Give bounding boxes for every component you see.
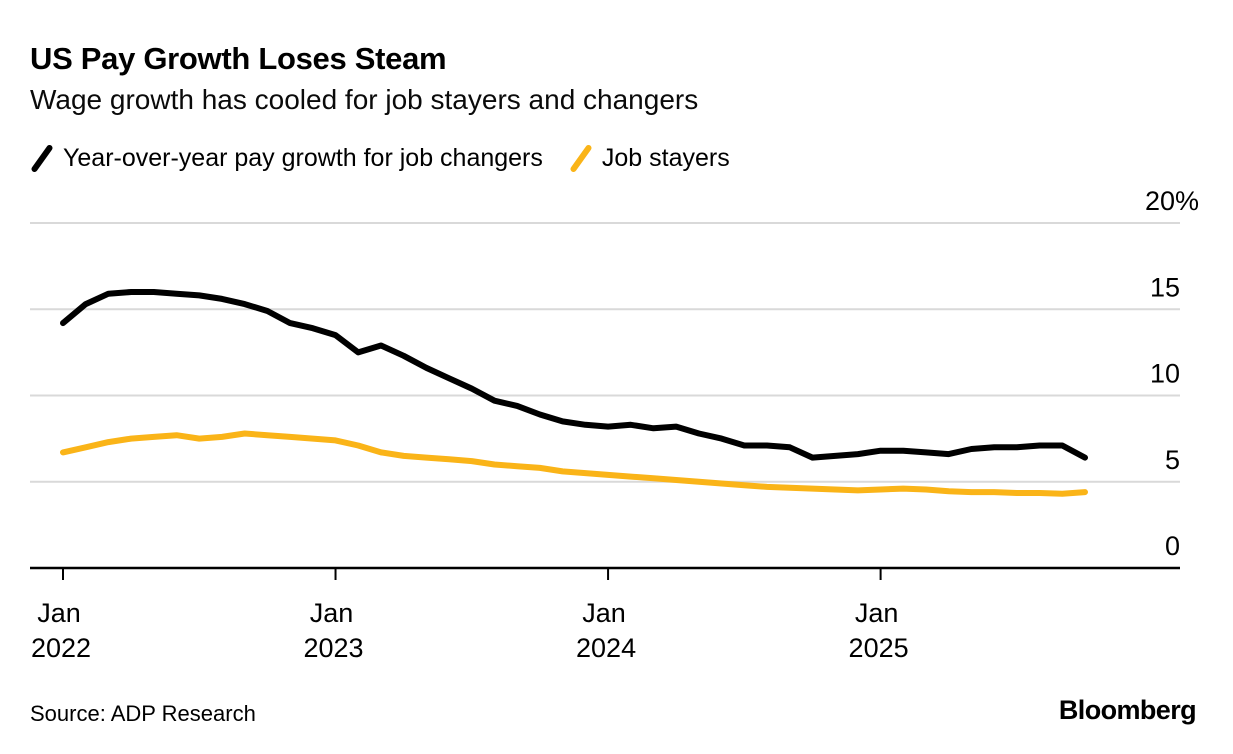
series-line-job-stayers [60,430,1088,497]
x-label-year-2024: 2024 [576,633,636,663]
x-label-month-2024: Jan [582,598,626,628]
x-label-month-2025: Jan [855,598,899,628]
legend-label-job-changers: Year-over-year pay growth for job change… [63,144,543,172]
x-label-month-2023: Jan [310,598,354,628]
x-label-year-2023: 2023 [303,633,363,663]
job-changers-line-swatch-icon [31,145,53,172]
bloomberg-logo: Bloomberg [1058,695,1197,725]
y-axis-label-5: 5 [1165,445,1180,475]
legend-item-job-changers: Year-over-year pay growth for job change… [30,144,543,173]
x-label-month-2022: Jan [37,598,81,628]
legend-label-job-stayers: Job stayers [601,144,730,172]
y-axis-label-20: 20% [1145,186,1199,216]
series-line-job-changers [60,289,1088,461]
y-axis-label-10: 10 [1150,359,1180,389]
source-note: Source: ADP Research [30,701,256,726]
page-subtitle: Wage growth has cooled for job stayers a… [30,84,699,115]
y-axis-label-15: 15 [1150,272,1180,302]
legend-item-job-stayers: Job stayers [569,144,730,173]
legend: Year-over-year pay growth for job change… [30,144,730,173]
job-stayers-line-swatch-icon [570,145,592,172]
page-title: US Pay Growth Loses Steam [30,41,447,76]
y-axis-label-0: 0 [1165,531,1180,561]
x-label-year-2025: 2025 [849,633,909,663]
x-label-year-2022: 2022 [31,633,91,663]
